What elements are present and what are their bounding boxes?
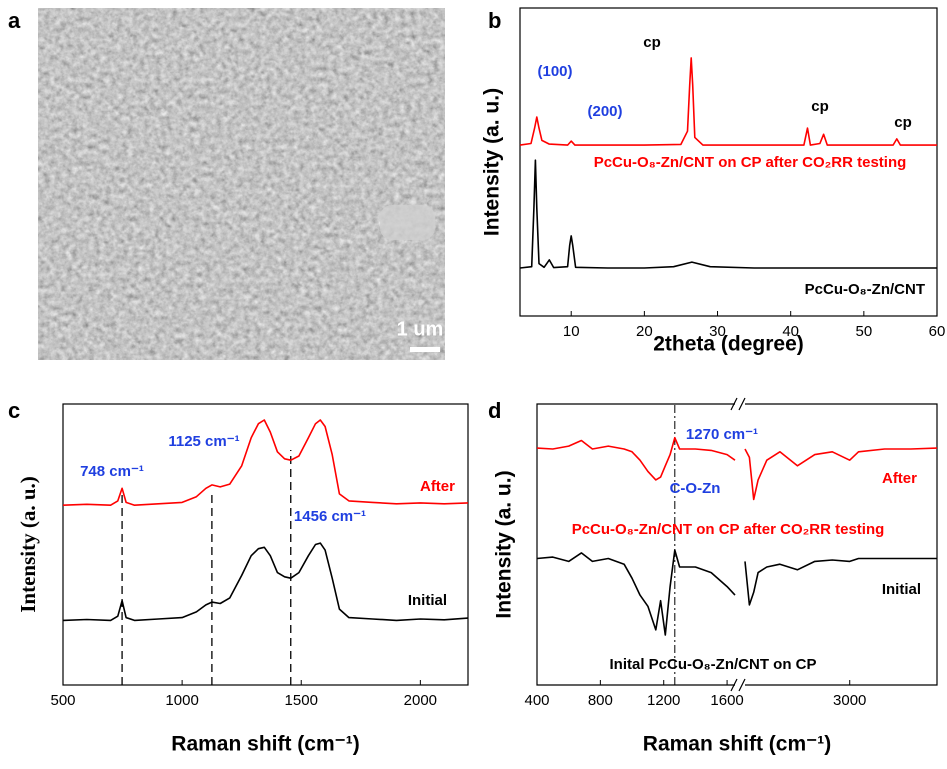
y-axis-label: Intensity (a. u.) — [481, 88, 504, 236]
panel-label: d — [488, 398, 501, 423]
y-axis-label: Intensity (a. u.) — [493, 470, 516, 618]
x-tick-label: 2000 — [404, 692, 437, 709]
series-line — [520, 58, 937, 145]
figure: a 1 um b1020304050602theta (degree)Inten… — [0, 0, 947, 769]
series-label: PcCu-O₈-Zn/CNT — [805, 281, 925, 298]
annotation: 1270 cm⁻¹ — [686, 426, 758, 443]
series-label: Initial — [882, 581, 921, 598]
x-axis-label: Raman shift (cm⁻¹) — [171, 733, 359, 756]
series-line — [537, 438, 937, 500]
annotation: 748 cm⁻¹ — [80, 463, 144, 480]
series-label: PcCu-O₈-Zn/CNT on CP after CO₂RR testing — [594, 154, 907, 171]
series-label: Initial — [408, 592, 447, 609]
x-tick-label: 1600 — [710, 692, 743, 709]
annotation: 1125 cm⁻¹ — [168, 433, 239, 450]
x-tick-label: 20 — [636, 323, 653, 340]
chart-panel: c 500 1000 1500 2000 Raman shift (cm⁻¹) Intens… — [8, 398, 468, 756]
x-tick-label: 10 — [563, 323, 580, 340]
annotation: (200) — [587, 103, 622, 120]
panel-label: a — [8, 8, 21, 33]
annotation: cp — [894, 114, 912, 131]
annotation: Inital PcCu-O₈-Zn/CNT on CP — [609, 656, 816, 673]
scale-bar — [410, 347, 440, 352]
x-tick-label: 1200 — [647, 692, 680, 709]
panel-label: c — [8, 398, 20, 423]
x-tick-label: 60 — [929, 323, 946, 340]
series-label: After — [882, 470, 917, 487]
chart-panel: d 400 800 1200 1600 3000 Raman shift (cm⁻¹) Int… — [488, 398, 937, 756]
annotation: 1456 cm⁻¹ — [294, 508, 366, 525]
sem-particle — [380, 205, 435, 240]
sem-image — [38, 8, 445, 360]
x-tick-label: 400 — [524, 692, 549, 709]
x-tick-label: 50 — [855, 323, 872, 340]
y-axis-label: Intensity (a. u.) — [16, 476, 40, 613]
annotation: PcCu-O₈-Zn/CNT on CP after CO₂RR testing — [572, 521, 885, 538]
x-tick-label: 3000 — [833, 692, 866, 709]
scale-bar-label: 1 um — [397, 318, 444, 340]
series-label: After — [420, 478, 455, 495]
x-axis-label: 2theta (degree) — [653, 333, 804, 356]
x-tick-label: 500 — [50, 692, 75, 709]
panel-label: b — [488, 8, 501, 33]
series-line — [537, 550, 937, 635]
annotation: (100) — [537, 63, 572, 80]
x-tick-label: 1000 — [165, 692, 198, 709]
x-tick-label: 800 — [588, 692, 613, 709]
sem-image-panel: a 1 um — [8, 8, 445, 360]
x-axis-label: Raman shift (cm⁻¹) — [643, 733, 831, 756]
series-line — [520, 160, 937, 268]
plot-frame — [63, 404, 468, 685]
x-tick-label: 1500 — [285, 692, 318, 709]
annotation: cp — [811, 98, 829, 115]
plot-frame — [537, 404, 937, 685]
annotation: C-O-Zn — [670, 480, 721, 497]
annotation: cp — [643, 34, 661, 51]
